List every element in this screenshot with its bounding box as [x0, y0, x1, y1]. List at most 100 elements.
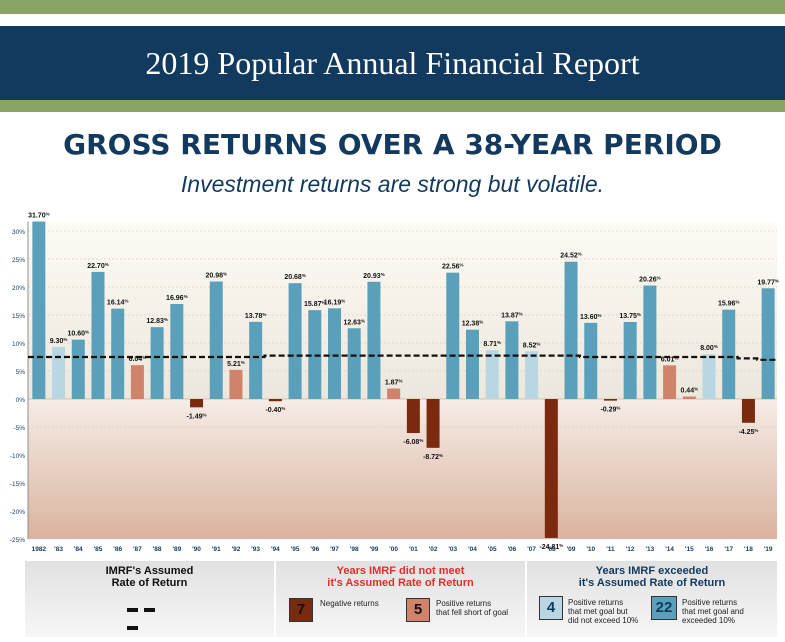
x-tick-label: '92 [232, 546, 241, 553]
bar [387, 388, 401, 399]
y-tick-label: -15% [10, 481, 25, 488]
x-tick-label: '03 [448, 546, 457, 553]
y-tick-label: 15% [12, 313, 25, 320]
data-label: 20.26% [639, 275, 661, 284]
data-label: 20.68% [284, 273, 306, 282]
legend-assumed-title-1: IMRF's Assumed [105, 565, 194, 577]
bar [603, 399, 617, 401]
data-label: 13.60% [580, 312, 602, 321]
bar [761, 288, 775, 399]
data-label: -24.81% [539, 542, 563, 551]
data-label: 13.87% [501, 311, 523, 320]
x-tick-label: '02 [429, 546, 438, 553]
y-tick-label: 20% [12, 285, 25, 292]
x-tick-label: '96 [310, 546, 319, 553]
bar [190, 399, 204, 408]
x-tick-label: '90 [192, 546, 201, 553]
data-label: 22.70% [87, 261, 109, 270]
bar [249, 321, 263, 399]
x-tick-label: '14 [665, 546, 674, 553]
x-tick-label: '07 [527, 546, 536, 553]
legend-not-met-title-2: it's Assumed Rate of Return [327, 577, 474, 589]
data-label: 22.56% [442, 262, 464, 271]
data-label: -6.08% [403, 438, 423, 447]
bar [722, 309, 736, 399]
x-tick-label: '09 [567, 546, 576, 553]
data-label: 6.04% [129, 355, 147, 364]
data-label: 0.44% [680, 386, 698, 395]
x-tick-label: '04 [468, 546, 477, 553]
x-tick-label: '19 [764, 546, 773, 553]
negative-region [28, 399, 777, 539]
y-tick-label: -10% [10, 453, 25, 460]
legend-assumed-title-2: Rate of Return [111, 577, 188, 589]
data-label: 12.38% [462, 319, 484, 328]
legend-not-met-title-1: Years IMRF did not meet [336, 565, 465, 577]
dashed-line-symbol [127, 599, 175, 630]
data-label: 24.52% [560, 251, 582, 259]
data-label: 16.14% [107, 298, 129, 307]
bar [150, 327, 164, 399]
data-label: 6.01% [661, 355, 679, 364]
x-tick-label: '18 [744, 546, 753, 553]
x-tick-label: '88 [153, 546, 162, 553]
x-tick-label: 1982 [32, 546, 47, 553]
y-tick-label: -20% [10, 509, 25, 516]
data-label: 15.96% [718, 299, 740, 308]
x-tick-label: '12 [626, 546, 635, 553]
bar [52, 346, 66, 399]
data-label: -4.25% [738, 427, 758, 436]
assumed-rate-line [28, 354, 777, 361]
x-tick-label: '08 [547, 546, 556, 553]
legend-exceeded-title-1: Years IMRF exceeded [595, 565, 709, 577]
x-tick-label: '99 [370, 546, 379, 553]
bar [564, 261, 578, 399]
short-count-box: 5 [406, 598, 430, 622]
legend-exceeded-title-2: it's Assumed Rate of Return [578, 577, 726, 589]
bar [406, 399, 420, 434]
bar [288, 283, 302, 399]
data-label: -0.29% [600, 405, 620, 414]
y-tick-label: -25% [10, 537, 25, 544]
data-label: 12.63% [343, 318, 365, 327]
x-tick-label: '05 [488, 546, 497, 553]
y-tick-label: 0% [16, 397, 26, 404]
data-label: 16.96% [166, 294, 188, 303]
bar [426, 399, 440, 448]
bar [111, 308, 125, 399]
bar [328, 308, 342, 399]
header-banner [0, 26, 785, 100]
data-label: 20.98% [205, 271, 227, 280]
negative-count-box: 7 [289, 598, 313, 622]
y-tick-label: -5% [13, 425, 25, 432]
data-label: -8.72% [423, 452, 443, 461]
legend-divider [274, 561, 276, 637]
top-accent-stripe [0, 0, 785, 14]
data-label: 8.71% [483, 340, 501, 349]
bar [544, 399, 558, 538]
data-label: -1.49% [187, 412, 207, 421]
bar [485, 350, 499, 399]
bar [741, 399, 755, 423]
chart-legend: IMRF's Assumed Rate of Return Years IMRF… [25, 561, 777, 637]
data-label: 12.83% [146, 317, 168, 326]
x-tick-label: '11 [606, 546, 615, 553]
x-tick-label: '98 [350, 546, 359, 553]
met-count-box: 4 [539, 596, 563, 620]
x-tick-label: '87 [133, 546, 142, 553]
bar [465, 329, 479, 399]
x-tick-label: '13 [645, 546, 654, 553]
legend-divider [525, 561, 527, 637]
bar [525, 351, 539, 399]
data-label: -0.40% [265, 406, 285, 415]
negative-returns-label: Negative returns [320, 599, 379, 608]
bar [91, 271, 105, 399]
x-tick-label: '10 [586, 546, 595, 553]
y-tick-label: 25% [12, 257, 25, 264]
bar [130, 365, 144, 399]
y-tick-label: 30% [12, 229, 25, 236]
bar [682, 396, 696, 399]
bar [347, 328, 361, 399]
data-label: 8.52% [523, 341, 541, 350]
x-tick-label: '95 [291, 546, 300, 553]
